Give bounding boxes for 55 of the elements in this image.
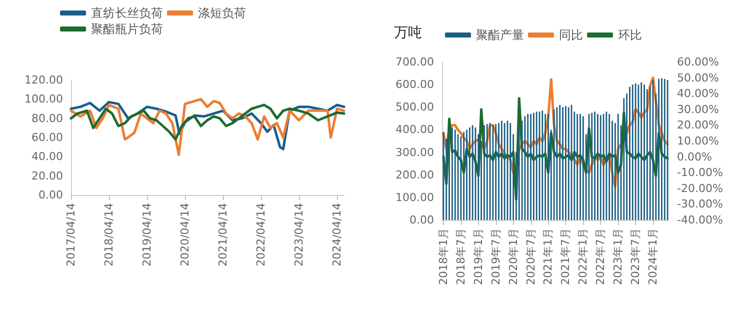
y-tick-label: 120.00 xyxy=(24,74,63,86)
y-tick-label: 40.00 xyxy=(32,150,63,164)
y2-tick-label: 50.00% xyxy=(677,71,719,84)
x-tick-label: 2024/04/14 xyxy=(330,203,344,266)
y2-tick-label: 40.00% xyxy=(677,87,719,100)
y2-tick-label: 20.00% xyxy=(677,118,719,132)
y2-tick-label: -20.00% xyxy=(677,182,723,195)
x-tick-label: 2018年1月 xyxy=(436,228,450,285)
legend-label: 聚酯瓶片负荷 xyxy=(91,22,163,36)
x-tick-label: 2017/04/14 xyxy=(64,203,78,266)
x-tick-label: 2023年1月 xyxy=(612,228,625,285)
y2-tick-label: -10.00% xyxy=(677,166,723,180)
y-tick-label: 20.00 xyxy=(32,169,63,182)
y-tick-label: 0.00 xyxy=(38,188,63,202)
x-tick-label: 2019年7月 xyxy=(489,228,502,285)
x-tick-label: 2020/04/14 xyxy=(178,203,192,266)
x-tick-label: 2020年7月 xyxy=(524,228,538,285)
x-tick-label: 2022年1月 xyxy=(576,228,590,285)
legend-label: 直纺长丝负荷 xyxy=(91,6,163,20)
y-tick-label: 100.00 xyxy=(24,92,63,106)
x-tick-label: 2022/04/14 xyxy=(254,203,268,266)
x-tick-label: 2021年1月 xyxy=(542,228,555,285)
legend-label: 同比 xyxy=(559,28,583,42)
y2-tick-label: -30.00% xyxy=(677,198,723,211)
x-tick-label: 2019年1月 xyxy=(472,228,485,285)
x-tick-label: 2020年1月 xyxy=(506,228,520,285)
y-tick-label: 400.00 xyxy=(396,123,434,136)
x-tick-label: 2024年1月 xyxy=(646,228,660,285)
y2-tick-label: 60.00% xyxy=(677,56,719,68)
x-tick-label: 2018/04/14 xyxy=(102,203,116,266)
x-tick-label: 2023年7月 xyxy=(629,228,642,285)
y-tick-label: 500.00 xyxy=(396,100,434,114)
x-tick-label: 2021年7月 xyxy=(559,228,572,285)
x-tick-label: 2022年7月 xyxy=(594,228,608,285)
x-tick-label: 2019/04/14 xyxy=(140,203,154,266)
y-tick-label: 200.00 xyxy=(396,168,434,182)
y-axis-title: 万吨 xyxy=(394,25,422,41)
y2-tick-label: 10.00% xyxy=(677,134,719,148)
x-tick-label: 2023/04/14 xyxy=(292,203,306,266)
y-tick-label: 60.00 xyxy=(32,131,63,144)
y-tick-label: 600.00 xyxy=(396,78,434,92)
legend-label: 聚酯产量 xyxy=(476,28,524,42)
y-tick-label: 300.00 xyxy=(396,146,434,159)
y2-tick-label: 30.00% xyxy=(677,102,719,116)
y2-tick-label: 0.00% xyxy=(677,150,712,164)
x-tick-label: 2021/04/14 xyxy=(216,203,230,266)
y-tick-label: 80.00 xyxy=(32,112,63,125)
y2-tick-label: -40.00% xyxy=(677,214,723,226)
x-tick-label: 2018年7月 xyxy=(454,228,468,285)
legend-label: 环比 xyxy=(618,28,642,42)
y-tick-label: 700.00 xyxy=(396,56,434,68)
legend-label: 涤短负荷 xyxy=(198,6,246,20)
y-tick-label: 100.00 xyxy=(396,190,434,204)
y-tick-label: 0.00 xyxy=(410,214,434,226)
line-series xyxy=(70,104,346,141)
